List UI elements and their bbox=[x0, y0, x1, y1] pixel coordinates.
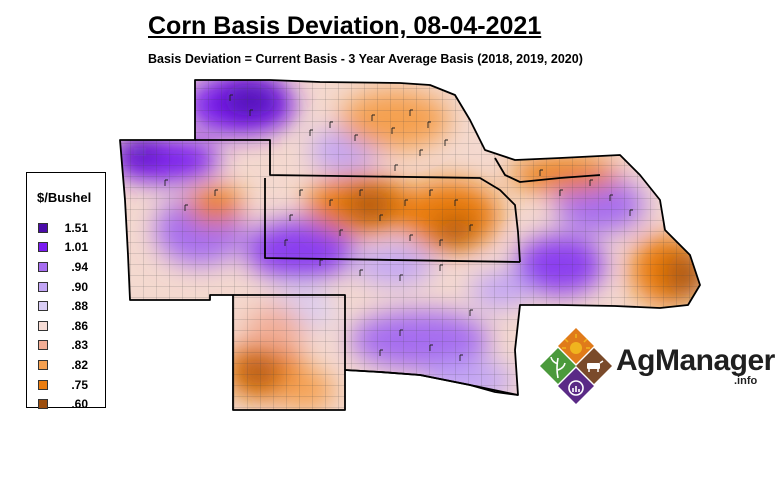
legend-item: .75 bbox=[38, 375, 88, 395]
legend-swatch bbox=[38, 379, 48, 390]
logo-suffix: .info bbox=[734, 375, 758, 387]
legend-label: .60 bbox=[71, 397, 88, 412]
logo-wordmark: AgManager bbox=[616, 344, 775, 377]
legend-swatch bbox=[38, 242, 48, 253]
legend-swatch bbox=[38, 320, 48, 331]
legend-label: 1.01 bbox=[64, 240, 88, 255]
legend-label: .83 bbox=[71, 338, 88, 353]
legend-item: .82 bbox=[38, 355, 88, 375]
legend-item: .83 bbox=[38, 336, 88, 356]
legend-swatch bbox=[38, 340, 48, 351]
legend-item: 1.01 bbox=[38, 238, 88, 258]
page-subtitle: Basis Deviation = Current Basis - 3 Year… bbox=[148, 52, 583, 66]
legend-label: .90 bbox=[71, 279, 88, 294]
state-boundaries bbox=[119, 79, 701, 411]
legend-item: .90 bbox=[38, 277, 88, 297]
elevator-markers bbox=[164, 94, 633, 361]
agmanager-logo: AgManager .info bbox=[538, 326, 775, 406]
legend-swatch bbox=[38, 399, 48, 410]
legend-item: .88 bbox=[38, 296, 88, 316]
page-title: Corn Basis Deviation, 08-04-2021 bbox=[148, 12, 542, 40]
legend-swatch bbox=[38, 359, 48, 370]
legend-swatch bbox=[38, 301, 48, 312]
legend-item: .60 bbox=[38, 394, 88, 414]
map-legend: $/Bushel 1.51 1.01 .94 .90 .88 .86 .83 bbox=[26, 172, 106, 411]
legend-label: .86 bbox=[71, 318, 88, 333]
legend-item: .94 bbox=[38, 257, 88, 277]
legend-items: 1.51 1.01 .94 .90 .88 .86 .83 .82 bbox=[38, 218, 88, 414]
legend-swatch bbox=[38, 222, 48, 233]
legend-swatch bbox=[38, 281, 48, 292]
legend-title: $/Bushel bbox=[37, 190, 92, 205]
legend-label: .94 bbox=[71, 259, 88, 274]
agmanager-diamond-icon bbox=[540, 328, 612, 404]
legend-item: 1.51 bbox=[38, 218, 88, 238]
legend-swatch bbox=[38, 261, 48, 272]
legend-label: 1.51 bbox=[64, 220, 88, 235]
legend-item: .86 bbox=[38, 316, 88, 336]
legend-label: .82 bbox=[71, 357, 88, 372]
legend-label: .88 bbox=[71, 299, 88, 314]
legend-label: .75 bbox=[71, 377, 88, 392]
